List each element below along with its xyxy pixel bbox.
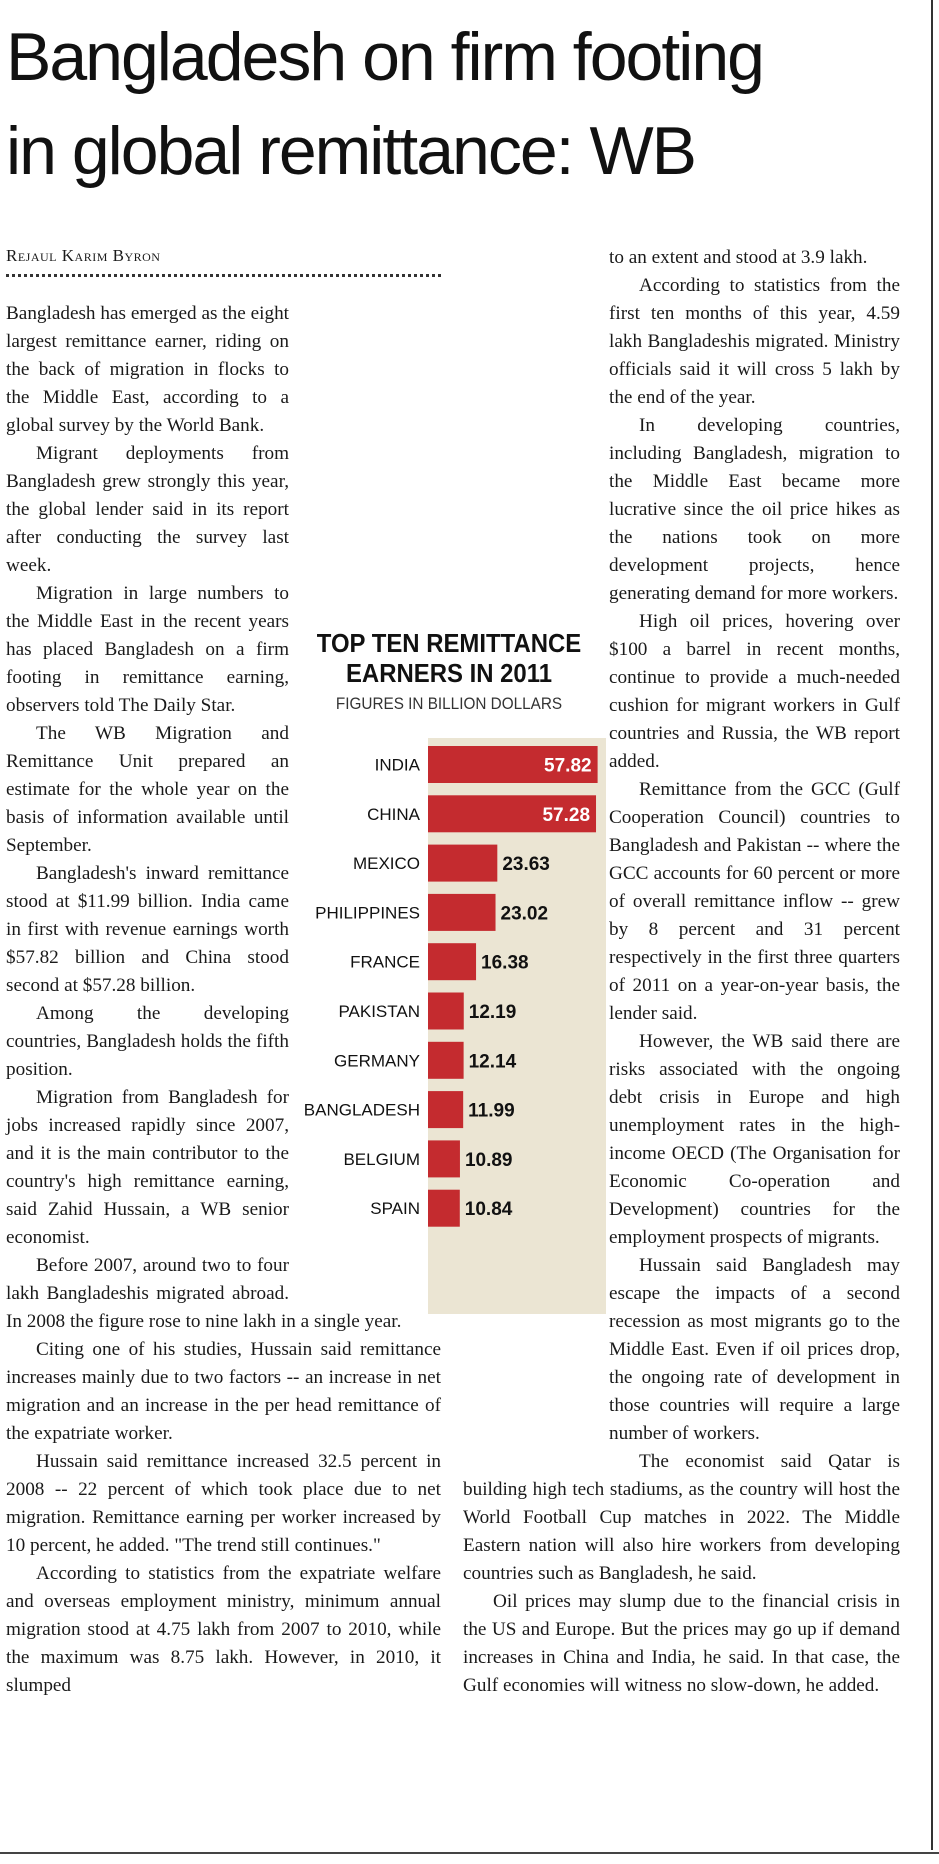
bar-bangladesh [428,1091,464,1129]
left-paragraph-3: Migration in large numbers to the Middle… [6,583,289,716]
value-label-belgium: 10.89 [465,1150,513,1171]
headline: Bangladesh on firm footing in global rem… [6,10,916,198]
value-label-india: 57.82 [544,756,592,777]
category-label-germany: GERMANY [334,1051,420,1070]
right-column: to an extent and stood at 3.9 lakh. Acco… [463,244,900,1854]
value-label-france: 16.38 [481,953,529,974]
right-continuation: to an extent and stood at 3.9 lakh. [609,247,868,268]
chart-title-line-2: EARNERS IN 2011 [345,658,553,688]
bar-mexico [428,844,498,882]
right-paragraph-3: High oil prices, hovering over $100 a ba… [609,611,900,772]
chart-title-line-1: TOP TEN REMITTANCE [316,628,582,658]
left-column: Bangladesh has emerged as the eight larg… [6,300,441,1850]
right-paragraph-1: According to statistics from the first t… [609,275,900,408]
bar-germany [428,1041,464,1079]
left-paragraph-2: Migrant deployments from Bangladesh grew… [6,443,289,576]
left-paragraph-1: Bangladesh has emerged as the eight larg… [6,303,289,436]
bar-philippines [428,893,496,931]
bar-india [428,746,598,783]
category-label-france: FRANCE [350,953,420,972]
left-paragraph-7: Migration from Bangladesh for jobs incre… [6,1087,289,1248]
category-label-philippines: PHILIPPINES [315,903,420,922]
bar-pakistan [428,992,464,1030]
category-label-india: INDIA [375,756,421,775]
right-paragraph-5: However, the WB said there are risks ass… [609,1031,900,1248]
category-label-spain: SPAIN [370,1199,420,1218]
value-label-spain: 10.84 [465,1199,513,1220]
category-label-mexico: MEXICO [353,854,420,873]
value-label-germany: 12.14 [469,1051,517,1072]
left-paragraph-4: The WB Migration and Remittance Unit pre… [6,723,289,856]
chart-title: TOP TEN REMITTANCE EARNERS IN 2011 [305,628,594,688]
chart-plot: INDIA 57.82 CHINA 57.28 MEXICO 23.63 PHILIPPIN… [304,746,598,1227]
left-paragraph-9: Citing one of his studies, Hussain said … [6,1339,441,1444]
right-paragraph-6: Hussain said Bangladesh may escape the i… [609,1255,900,1444]
right-paragraph-2: In developing countries, including Bangl… [609,415,900,604]
value-label-china: 57.28 [542,805,590,826]
bar-belgium [428,1140,460,1178]
left-paragraph-5: Bangladesh's inward remittance stood at … [6,863,289,996]
bottom-rule [0,1852,939,1854]
headline-line-2: in global remittance: WB [6,113,697,189]
left-paragraph-8: Before 2007, around two to four lakh Ban… [6,1255,402,1332]
bar-spain [428,1189,460,1227]
value-label-pakistan: 12.19 [469,1002,517,1023]
right-paragraph-4: Remittance from the GCC (Gulf Cooperatio… [609,779,900,1024]
remittance-chart: TOP TEN REMITTANCE EARNERS IN 2011 FIGUR… [292,628,606,1324]
bar-china [428,795,597,833]
value-label-bangladesh: 11.99 [468,1101,515,1122]
right-paragraph-7: The economist said Qatar is building hig… [463,1451,900,1584]
column-rule [931,0,933,1850]
right-paragraph-8: Oil prices may slump due to the financia… [463,1591,900,1696]
left-paragraph-10: Hussain said remittance increased 32.5 p… [6,1451,441,1556]
category-label-bangladesh: BANGLADESH [304,1101,420,1120]
left-paragraph-11: According to statistics from the expatri… [6,1563,441,1696]
dotted-divider [6,274,441,277]
headline-line-1: Bangladesh on firm footing [6,19,765,95]
value-label-philippines: 23.02 [501,903,549,924]
category-label-pakistan: PAKISTAN [338,1002,420,1021]
left-paragraph-6: Among the developing countries, Banglade… [6,1003,289,1080]
bar-france [428,943,477,981]
value-label-mexico: 23.63 [502,854,550,875]
byline: Rejaul Karim Byron [6,246,161,265]
category-label-belgium: BELGIUM [343,1150,420,1169]
category-label-china: CHINA [367,805,421,824]
chart-subtitle: FIGURES IN BILLION DOLLARS [335,694,563,713]
